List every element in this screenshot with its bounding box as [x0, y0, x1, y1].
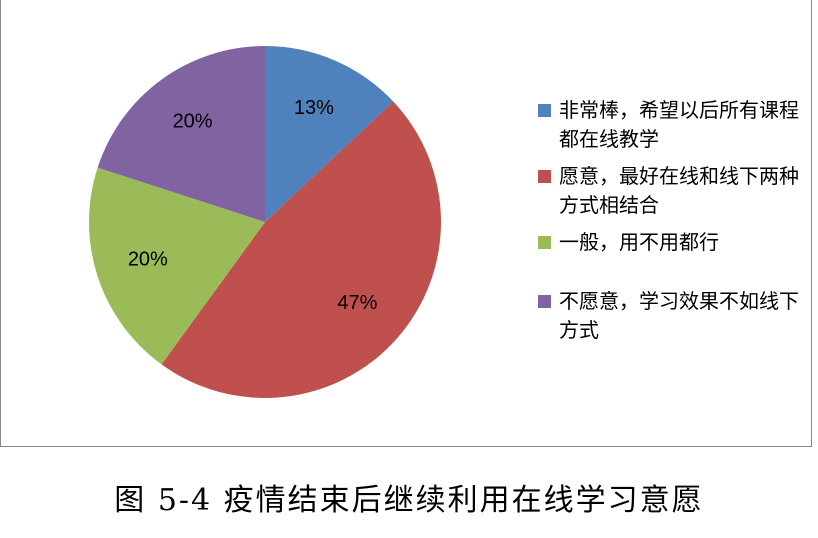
pie-slice	[88, 167, 265, 365]
pie-slice	[161, 101, 442, 399]
legend-label: 愿意，最好在线和线下两种方式相结合	[559, 164, 799, 217]
caption: 图 5-4 疫情结束后继续利用在线学习意愿	[114, 483, 704, 518]
legend-swatch	[538, 236, 551, 249]
chart: 13% 47% 20% 20%	[88, 46, 442, 399]
legend-item: 不愿意，学习效果不如线下方式	[538, 287, 808, 345]
legend-label: 非常棒，希望以后所有课程都在线教学	[559, 98, 799, 151]
data-label: 20%	[173, 111, 213, 133]
pie-slice	[265, 46, 394, 222]
legend: 非常棒，希望以后所有课程都在线教学 愿意，最好在线和线下两种方式相结合一般，用不用…	[538, 96, 808, 353]
legend-label: 不愿意，学习效果不如线下方式	[559, 289, 799, 342]
data-label: 13%	[294, 97, 334, 119]
legend-swatch	[538, 170, 551, 183]
legend-item: 一般，用不用都行	[538, 228, 808, 257]
legend-swatch	[538, 104, 551, 117]
legend-item: 愿意，最好在线和线下两种方式相结合	[538, 162, 808, 220]
legend-item: 非常棒，希望以后所有课程都在线教学	[538, 96, 808, 154]
legend-label: 一般，用不用都行	[559, 230, 719, 254]
chart-frame	[0, 0, 812, 447]
pie-slice	[97, 46, 266, 222]
data-label: 20%	[128, 248, 168, 270]
data-label: 47%	[337, 292, 377, 314]
legend-swatch	[538, 295, 551, 308]
